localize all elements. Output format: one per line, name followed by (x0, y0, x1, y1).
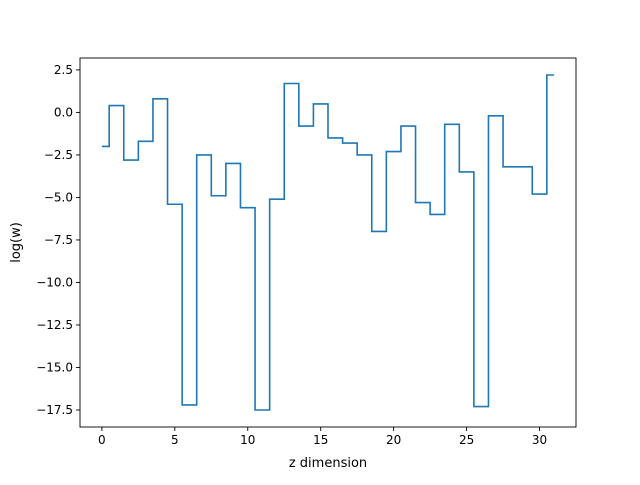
axes-layer: 0 5 10 15 20 25 30 2.5 0.0 −2.5 −5.0 −7.5 −10.0 −12.5… (36, 57, 577, 447)
y-tick-label: −10.0 (36, 275, 73, 289)
y-tick-label: 2.5 (54, 63, 73, 77)
x-axis-label: z dimension (289, 456, 367, 471)
y-tick-label: −2.5 (44, 148, 73, 162)
x-tick-label: 5 (171, 433, 179, 447)
y-tick-label: −5.0 (44, 190, 73, 204)
y-tick-label: −12.5 (36, 318, 73, 332)
y-tick-label: −7.5 (44, 233, 73, 247)
y-tick-label: −17.5 (36, 403, 73, 417)
x-tick-label: 15 (313, 433, 328, 447)
axes-frame (79, 57, 577, 428)
y-axis-label: log(w) (9, 222, 24, 263)
x-tick-label: 10 (240, 433, 255, 447)
x-tick-label: 30 (532, 433, 547, 447)
x-tick-label: 20 (386, 433, 401, 447)
x-tick-label: 0 (98, 433, 106, 447)
y-tick-label: 0.0 (54, 105, 73, 119)
y-tick-label: −15.0 (36, 360, 73, 374)
series-0-step-line (101, 74, 555, 411)
x-tick-label: 25 (459, 433, 474, 447)
plot-layer (101, 74, 555, 411)
